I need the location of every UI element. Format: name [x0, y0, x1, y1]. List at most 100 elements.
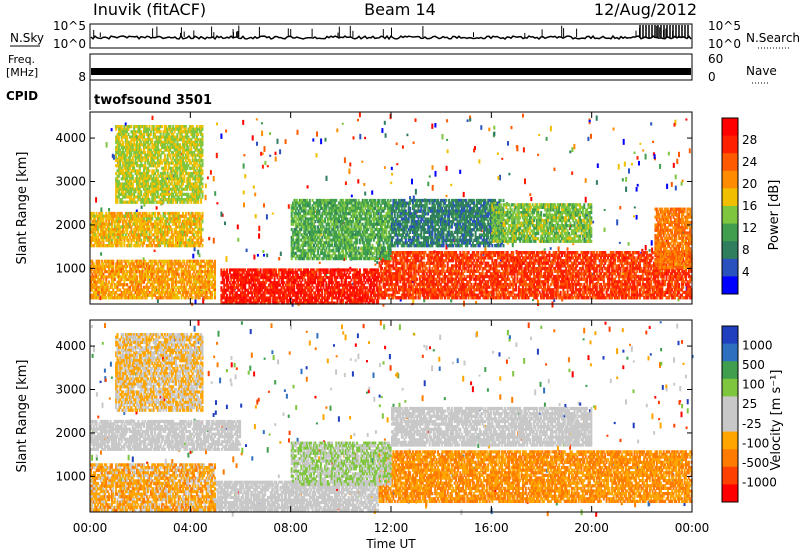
range-time-cell: [333, 283, 336, 287]
range-time-cell: [201, 227, 204, 232]
range-time-cell: [287, 301, 290, 305]
range-time-cell: [272, 273, 275, 277]
scatter-cell: [685, 118, 688, 121]
range-time-cell: [101, 259, 104, 263]
range-time-cell: [467, 251, 470, 255]
range-time-cell: [277, 291, 280, 295]
range-time-cell: [298, 268, 301, 272]
range-time-cell: [291, 298, 294, 302]
power-data: [90, 112, 693, 308]
range-time-cell: [357, 276, 360, 280]
scatter-cell: [271, 212, 274, 215]
range-time-cell: [343, 291, 346, 295]
range-time-cell: [328, 281, 331, 285]
scatter-cell: [364, 136, 367, 140]
range-time-cell: [256, 268, 259, 272]
range-time-cell: [223, 281, 226, 285]
range-time-cell: [354, 301, 357, 305]
range-time-cell: [319, 281, 322, 285]
range-time-cell: [364, 293, 367, 297]
range-time-cell: [98, 280, 101, 284]
range-time-cell: [240, 301, 242, 305]
range-time-cell: [312, 273, 315, 277]
scatter-cell: [350, 194, 353, 198]
range-time-cell: [339, 298, 342, 302]
range-time-cell: [119, 275, 122, 279]
range-time-cell: [138, 288, 141, 292]
range-time-cell: [289, 273, 291, 277]
range-time-cell: [244, 296, 247, 300]
range-time-cell: [377, 293, 380, 297]
range-time-cell: [245, 293, 248, 297]
range-time-cell: [123, 277, 126, 282]
range-time-cell: [315, 288, 318, 292]
range-time-cell: [262, 278, 265, 282]
range-time-cell: [124, 267, 127, 271]
range-time-cell: [137, 270, 140, 274]
range-time-cell: [242, 281, 245, 285]
range-time-cell: [372, 273, 375, 277]
range-time-cell: [356, 291, 359, 295]
range-time-cell: [372, 276, 375, 280]
range-time-cell: [268, 296, 270, 300]
range-time-cell: [265, 291, 268, 295]
range-time-cell: [308, 286, 311, 290]
range-time-cell: [133, 288, 136, 292]
scatter-cell: [590, 133, 592, 139]
range-time-cell: [102, 285, 105, 289]
range-time-cell: [256, 273, 259, 277]
range-time-cell: [231, 286, 234, 290]
range-time-cell: [365, 270, 368, 274]
range-time-cell: [286, 281, 289, 285]
scatter-cell: [153, 249, 156, 253]
range-time-cell: [335, 301, 338, 305]
range-time-cell: [137, 293, 140, 297]
range-time-cell: [346, 270, 349, 274]
range-time-cell: [280, 281, 283, 285]
range-time-cell: [127, 288, 130, 292]
range-time-cell: [283, 288, 286, 292]
range-time-cell: [110, 291, 113, 295]
range-time-cell: [347, 276, 350, 280]
range-time-cell: [363, 270, 366, 274]
range-time-cell: [237, 288, 240, 292]
range-time-cell: [294, 296, 297, 300]
range-time-cell: [112, 291, 115, 295]
range-time-cell: [343, 270, 346, 274]
range-time-cell: [261, 298, 263, 302]
range-time-cell: [367, 288, 370, 292]
scatter-cell: [390, 166, 393, 171]
scatter-cell: [462, 191, 465, 198]
scatter-cell: [381, 128, 384, 133]
range-time-cell: [115, 262, 118, 266]
range-time-cell: [270, 273, 273, 277]
range-time-cell: [295, 293, 298, 297]
range-time-cell: [126, 277, 129, 282]
range-time-cell: [117, 277, 120, 282]
range-time-cell: [108, 267, 111, 271]
range-time-cell: [353, 283, 356, 287]
range-time-cell: [350, 298, 353, 302]
range-time-cell: [294, 276, 297, 280]
range-time-cell: [377, 296, 380, 300]
range-time-cell: [92, 296, 95, 300]
scatter-cell: [469, 117, 472, 122]
nsearch-label: N.Search: [746, 31, 800, 45]
scatter-cell: [551, 301, 554, 308]
range-time-cell: [276, 276, 279, 280]
range-time-cell: [368, 286, 371, 290]
range-time-cell: [112, 275, 115, 279]
range-time-cell: [370, 283, 373, 287]
range-time-cell: [290, 301, 293, 305]
range-time-cell: [358, 276, 361, 280]
range-time-cell: [375, 278, 378, 282]
range-time-cell: [255, 298, 258, 302]
scatter-cell: [197, 249, 200, 255]
range-time-cell: [101, 291, 104, 295]
range-time-cell: [237, 268, 240, 272]
range-time-cell: [339, 293, 342, 297]
range-time-cell: [129, 277, 131, 282]
range-time-cell: [356, 281, 359, 285]
range-time-cell: [344, 276, 347, 280]
range-time-cell: [367, 270, 370, 274]
